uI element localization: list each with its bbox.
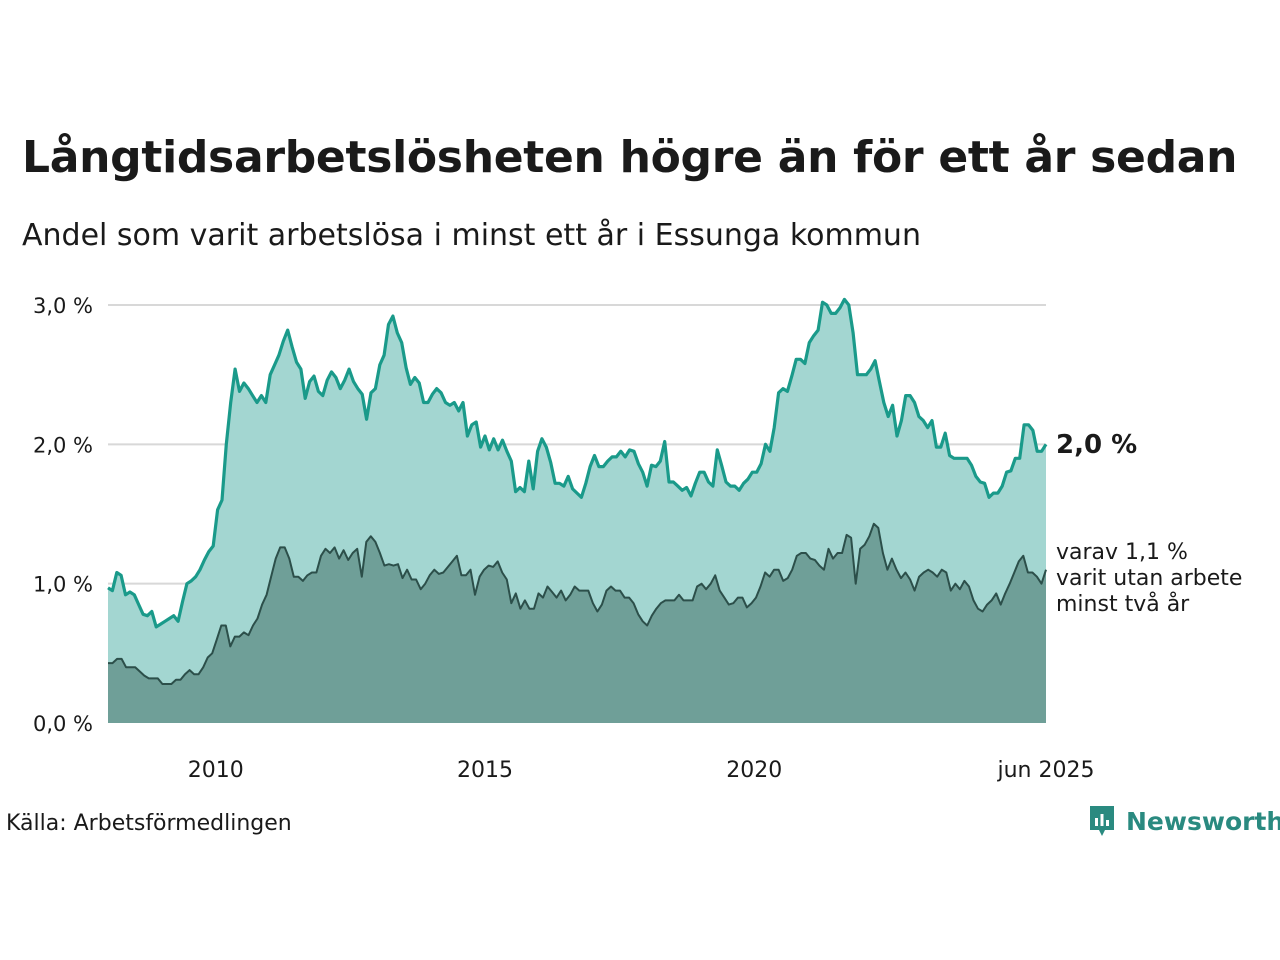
y-tick-label: 3,0 % <box>33 294 93 318</box>
x-axis: 2010 2015 2020 jun 2025 <box>188 758 1095 783</box>
chart-subtitle: Andel som varit arbetslösa i minst ett å… <box>22 218 921 253</box>
source-note: Källa: Arbetsförmedlingen <box>6 811 292 836</box>
y-axis: 0,0 % 1,0 % 2,0 % 3,0 % <box>33 294 93 736</box>
y-tick-label: 0,0 % <box>33 712 93 736</box>
logo-text: Newsworthy <box>1126 806 1280 836</box>
series-two-years-line <box>108 522 1047 685</box>
x-tick-label: 2010 <box>188 758 244 783</box>
series-long-term-line <box>107 297 1048 629</box>
x-tick-label: 2020 <box>726 758 782 783</box>
x-tick-label: jun 2025 <box>997 758 1095 783</box>
series-areas <box>107 297 1048 723</box>
sub-label-line-1: varav 1,1 % <box>1056 540 1188 565</box>
sub-label-line-3: minst två år <box>1056 592 1190 617</box>
last-value-label: 2,0 % <box>1056 430 1138 460</box>
sub-series-label: varav 1,1 % varit utan arbete minst två … <box>1056 540 1242 618</box>
newsworthy-logo: Newsworthy <box>1088 804 1280 838</box>
chart-title: Långtidsarbetslösheten högre än för ett … <box>22 132 1238 183</box>
bar-chart-bubble-icon <box>1090 806 1114 836</box>
series-two-years-area <box>108 523 1046 723</box>
sub-label-line-2: varit utan arbete <box>1056 566 1243 591</box>
y-tick-label: 2,0 % <box>33 433 93 457</box>
y-tick-label: 1,0 % <box>33 573 93 597</box>
x-tick-label: 2015 <box>457 758 513 783</box>
